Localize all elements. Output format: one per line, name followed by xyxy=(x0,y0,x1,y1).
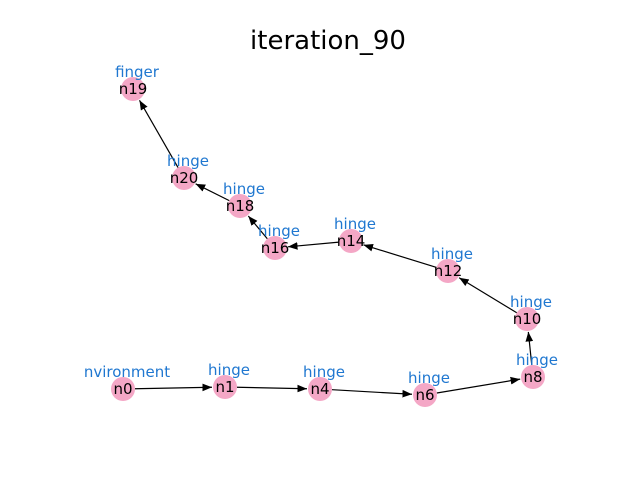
node-type-label: hinge xyxy=(208,361,250,379)
node-circle xyxy=(263,236,287,260)
edge-n4-n6 xyxy=(331,389,413,398)
node-type-label: hinge xyxy=(516,351,558,369)
node-label: n10 xyxy=(513,310,542,328)
node-type-label: hinge xyxy=(258,222,300,240)
node-type-label: hinge xyxy=(408,369,450,387)
node-circle xyxy=(121,77,145,101)
node-type-label: hinge xyxy=(431,245,473,263)
node-circle xyxy=(339,229,363,253)
edge-n16-n18 xyxy=(247,215,268,240)
node-type-label: hinge xyxy=(303,363,345,381)
node-type-label: hinge xyxy=(334,215,376,233)
node-type-label: hinge xyxy=(510,293,552,311)
node-label: n14 xyxy=(337,232,366,250)
node-circle xyxy=(515,307,539,331)
node-label: n18 xyxy=(226,197,255,215)
edge-n0-n1 xyxy=(134,383,213,392)
node-circle xyxy=(213,375,237,399)
edge-n18-n20 xyxy=(195,183,230,202)
node-circle xyxy=(521,365,545,389)
edge-n20-n19 xyxy=(138,99,179,168)
node-label: n1 xyxy=(215,378,234,396)
edge-n10-n12 xyxy=(458,277,518,314)
node-label: n8 xyxy=(523,368,542,386)
edge-n14-n16 xyxy=(287,241,340,250)
node-label: n19 xyxy=(119,80,148,98)
edges-layer xyxy=(134,99,534,398)
node-circle xyxy=(413,383,437,407)
node-type-label: hinge xyxy=(167,152,209,170)
edge-n6-n8 xyxy=(436,376,521,394)
node-label: n12 xyxy=(434,262,463,280)
edge-n1-n4 xyxy=(236,384,308,393)
node-circle xyxy=(111,377,135,401)
edge-n12-n14 xyxy=(363,244,437,269)
graph-title: iteration_90 xyxy=(250,26,406,56)
node-label: n16 xyxy=(261,239,290,257)
node-label: n0 xyxy=(113,380,132,398)
node-label: n4 xyxy=(310,380,329,398)
node-circle xyxy=(436,259,460,283)
node-circle xyxy=(172,166,196,190)
node-type-label: finger xyxy=(115,63,160,81)
edge-n8-n10 xyxy=(525,331,534,366)
node-type-label: hinge xyxy=(223,180,265,198)
node-circle xyxy=(228,194,252,218)
node-label: n6 xyxy=(415,386,434,404)
node-label: n20 xyxy=(170,169,199,187)
node-type-label: nvironment xyxy=(84,363,170,381)
node-circle xyxy=(308,377,332,401)
